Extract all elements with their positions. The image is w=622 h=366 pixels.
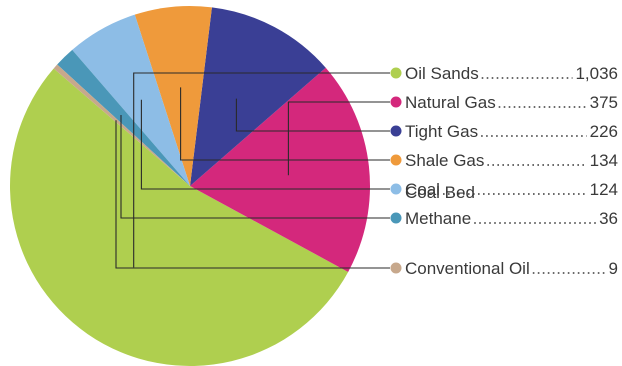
pie-slice-conventional-oil	[53, 64, 191, 186]
legend-value-shale-gas: 134	[590, 151, 618, 170]
leader-line-coal-bed-methane	[120, 115, 390, 219]
pie-slice-oil-sands	[9, 68, 349, 366]
legend-label-natural-gas: Natural Gas	[405, 93, 496, 112]
legend-value-coal-bed-methane: 36	[599, 209, 618, 228]
legend-value-tight-gas: 226	[590, 122, 618, 141]
legend-marker-coal-bed-methane	[390, 212, 402, 224]
legend-label-conventional-oil: Conventional Oil	[405, 259, 530, 278]
legend-label-shale-gas: Shale Gas	[405, 151, 484, 170]
legend-marker-coal	[390, 183, 402, 195]
leader-lines	[115, 72, 390, 269]
legend-marker-oil-sands	[390, 67, 402, 79]
pie-slice-tight-gas	[190, 7, 326, 187]
legend: Oil Sands 1,036 Natural Gas 375 Tight Gas 226…	[390, 64, 618, 278]
legend-label-tight-gas: Tight Gas	[405, 122, 478, 141]
leader-line-natural-gas	[287, 101, 390, 176]
legend-value-conventional-oil: 9	[609, 259, 618, 278]
pie-slice-shale-gas	[134, 5, 212, 186]
legend-value-natural-gas: 375	[590, 93, 618, 112]
legend-label-coal-bed-methane: Coal Bed Methane	[405, 183, 475, 228]
leader-line-tight-gas	[235, 98, 390, 132]
legend-marker-natural-gas	[390, 96, 402, 108]
legend-value-oil-sands: 1,036	[575, 64, 618, 83]
pie-slices	[9, 5, 370, 366]
legend-label-coal: Coal	[405, 180, 440, 199]
pie-slice-coal	[72, 14, 190, 187]
pie-slice-natural-gas	[190, 67, 370, 272]
legend-value-coal: 124	[590, 180, 618, 199]
leader-line-conventional-oil	[115, 120, 390, 269]
legend-label-oil-sands: Oil Sands	[405, 64, 479, 83]
leader-line-coal	[140, 99, 390, 190]
leader-line-shale-gas	[180, 87, 390, 161]
leader-line-oil-sands	[133, 72, 390, 268]
legend-marker-conventional-oil	[390, 262, 402, 274]
legend-marker-shale-gas	[390, 154, 402, 166]
pie-slice-coal-bed-methane	[57, 49, 190, 187]
legend-marker-tight-gas	[390, 125, 402, 137]
